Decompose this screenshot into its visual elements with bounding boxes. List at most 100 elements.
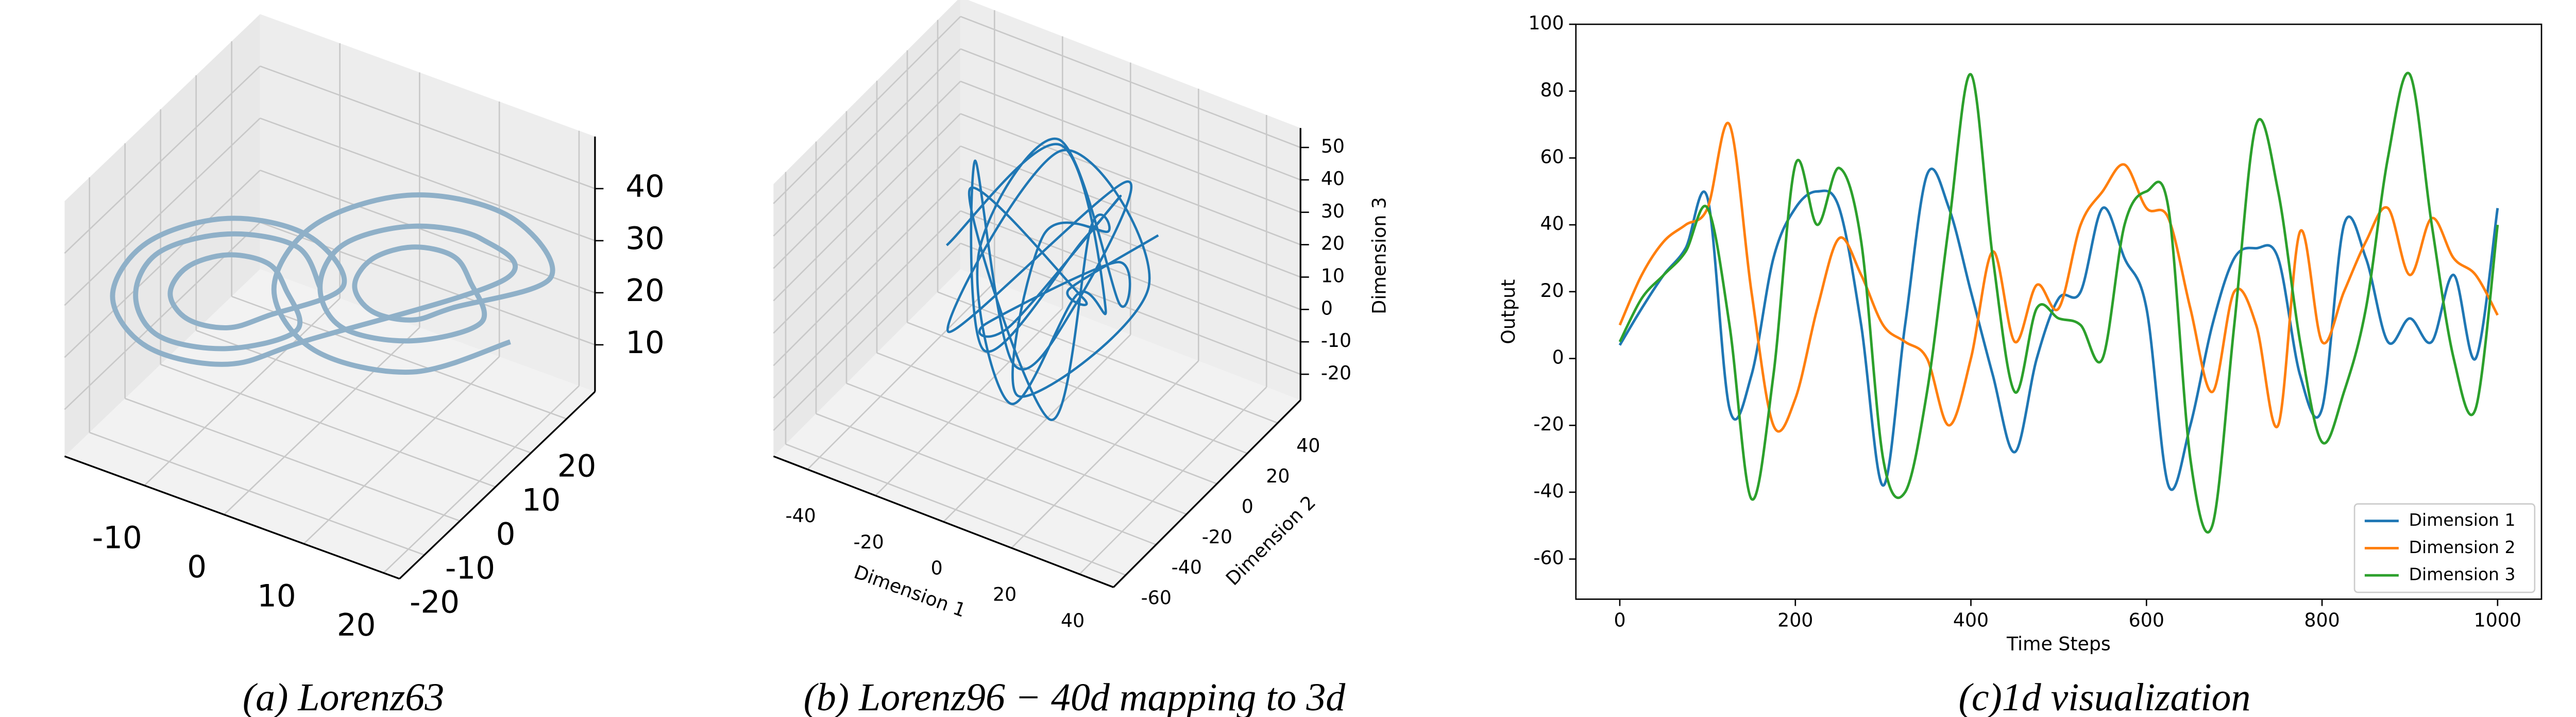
x-tick-label: 0 (1614, 609, 1625, 631)
legend-label: Dimension 1 (2409, 510, 2516, 530)
x-tick-label: 800 (2304, 609, 2340, 631)
grid-line (875, 308, 1063, 496)
x-tick-label: 40 (1061, 609, 1084, 631)
x-tick-label: 200 (1777, 609, 1813, 631)
y-tick-label: 20 (1540, 279, 1564, 302)
grid-line (125, 397, 461, 522)
trajectory (945, 137, 1159, 421)
grid-line (807, 281, 995, 470)
grid-line (196, 329, 532, 454)
y-tick-label: 60 (1540, 145, 1564, 168)
y-tick-label: 10 (522, 482, 561, 518)
grid-line (773, 145, 961, 334)
grid-line (816, 413, 1157, 545)
grid-line (1011, 360, 1199, 549)
grid-line (960, 113, 1301, 245)
grid-line (773, 48, 961, 237)
y-axis-label: Output (1497, 279, 1519, 344)
line (1618, 122, 2499, 433)
y-tick-label: -20 (1533, 413, 1564, 435)
grid-line (773, 210, 961, 399)
grid-line (960, 80, 1301, 213)
plot-frame (1575, 23, 2543, 600)
x-tick-label: 0 (931, 557, 943, 579)
grid-line (64, 65, 261, 254)
grid-line (846, 382, 1187, 515)
z-tick-label: 20 (1321, 232, 1345, 255)
grid-line (960, 15, 1301, 148)
y-axis (1113, 399, 1301, 588)
grid-line (773, 16, 961, 204)
y-tick-label: -60 (1533, 547, 1564, 569)
z-tick-label: -20 (1321, 362, 1351, 384)
y-tick-label: -20 (1202, 526, 1232, 548)
z-tick-label: 50 (1321, 135, 1345, 157)
grid-line (64, 170, 261, 358)
x-axis-label: Dimension 1 (851, 561, 969, 622)
grid-line (89, 431, 425, 556)
grid-line (960, 178, 1301, 310)
x-tick-label: 20 (993, 583, 1016, 605)
y-axis (399, 391, 596, 580)
z-axis-label: Dimension 3 (1368, 197, 1390, 314)
x-tick-label: 20 (337, 608, 376, 643)
line (1618, 72, 2499, 534)
caption: (b) Lorenz96 − 40d mapping to 3d (804, 676, 1346, 717)
z-tick-label: 0 (1321, 297, 1333, 319)
z-tick-label: -10 (1321, 329, 1351, 352)
y-tick-label: -20 (410, 585, 460, 620)
y-tick-label: 20 (557, 448, 597, 484)
grid-line (960, 48, 1301, 181)
grid-line (160, 363, 496, 488)
x-tick-label: 10 (257, 579, 296, 614)
x-tick-label: 1000 (2474, 609, 2521, 631)
y-tick-label: 20 (1266, 465, 1290, 487)
x-tick-label: -20 (854, 531, 884, 553)
pane (260, 14, 595, 392)
grid-line (224, 327, 420, 515)
grid-line (260, 170, 596, 294)
y-tick-label: 40 (1296, 435, 1320, 457)
y-tick-label: 0 (496, 516, 516, 552)
grid-line (383, 385, 580, 574)
grid-line (260, 118, 596, 242)
x-axis (64, 455, 400, 580)
z-tick-label: 40 (625, 169, 665, 205)
x-tick-label: 400 (1953, 609, 1989, 631)
trajectory (110, 192, 555, 375)
grid-line (907, 322, 1248, 454)
grid-line (773, 80, 961, 269)
y-tick-label: 40 (1540, 212, 1564, 235)
y-tick-label: -60 (1141, 587, 1172, 609)
grid-line (260, 65, 596, 190)
grid-line (943, 334, 1131, 523)
grid-line (1079, 387, 1267, 575)
y-tick-label: 80 (1540, 79, 1564, 101)
grid-line (144, 297, 341, 486)
y-tick-label: 0 (1552, 346, 1564, 369)
x-axis-label: Time Steps (2006, 632, 2111, 655)
grid-line (773, 113, 961, 302)
x-tick-label: -10 (92, 520, 142, 556)
y-tick-label: 0 (1242, 495, 1253, 518)
grid-line (303, 356, 500, 544)
z-tick-label: 30 (625, 221, 665, 257)
y-axis-label: Dimension 2 (1222, 491, 1320, 590)
x-axis (773, 455, 1114, 588)
legend-label: Dimension 3 (2409, 564, 2516, 585)
caption: (c)1d visualization (1959, 676, 2251, 717)
y-tick-label: -10 (445, 551, 495, 586)
z-tick-label: 10 (1321, 265, 1345, 287)
z-tick-label: 40 (1321, 168, 1345, 190)
grid-line (785, 443, 1126, 576)
y-tick-label: -40 (1533, 480, 1564, 502)
pane (773, 0, 961, 457)
y-tick-label: -40 (1172, 556, 1202, 578)
z-tick-label: 30 (1321, 200, 1345, 222)
grid-line (937, 291, 1278, 424)
x-tick-label: -40 (786, 505, 816, 527)
grid-line (64, 118, 261, 306)
line (1618, 168, 2499, 491)
